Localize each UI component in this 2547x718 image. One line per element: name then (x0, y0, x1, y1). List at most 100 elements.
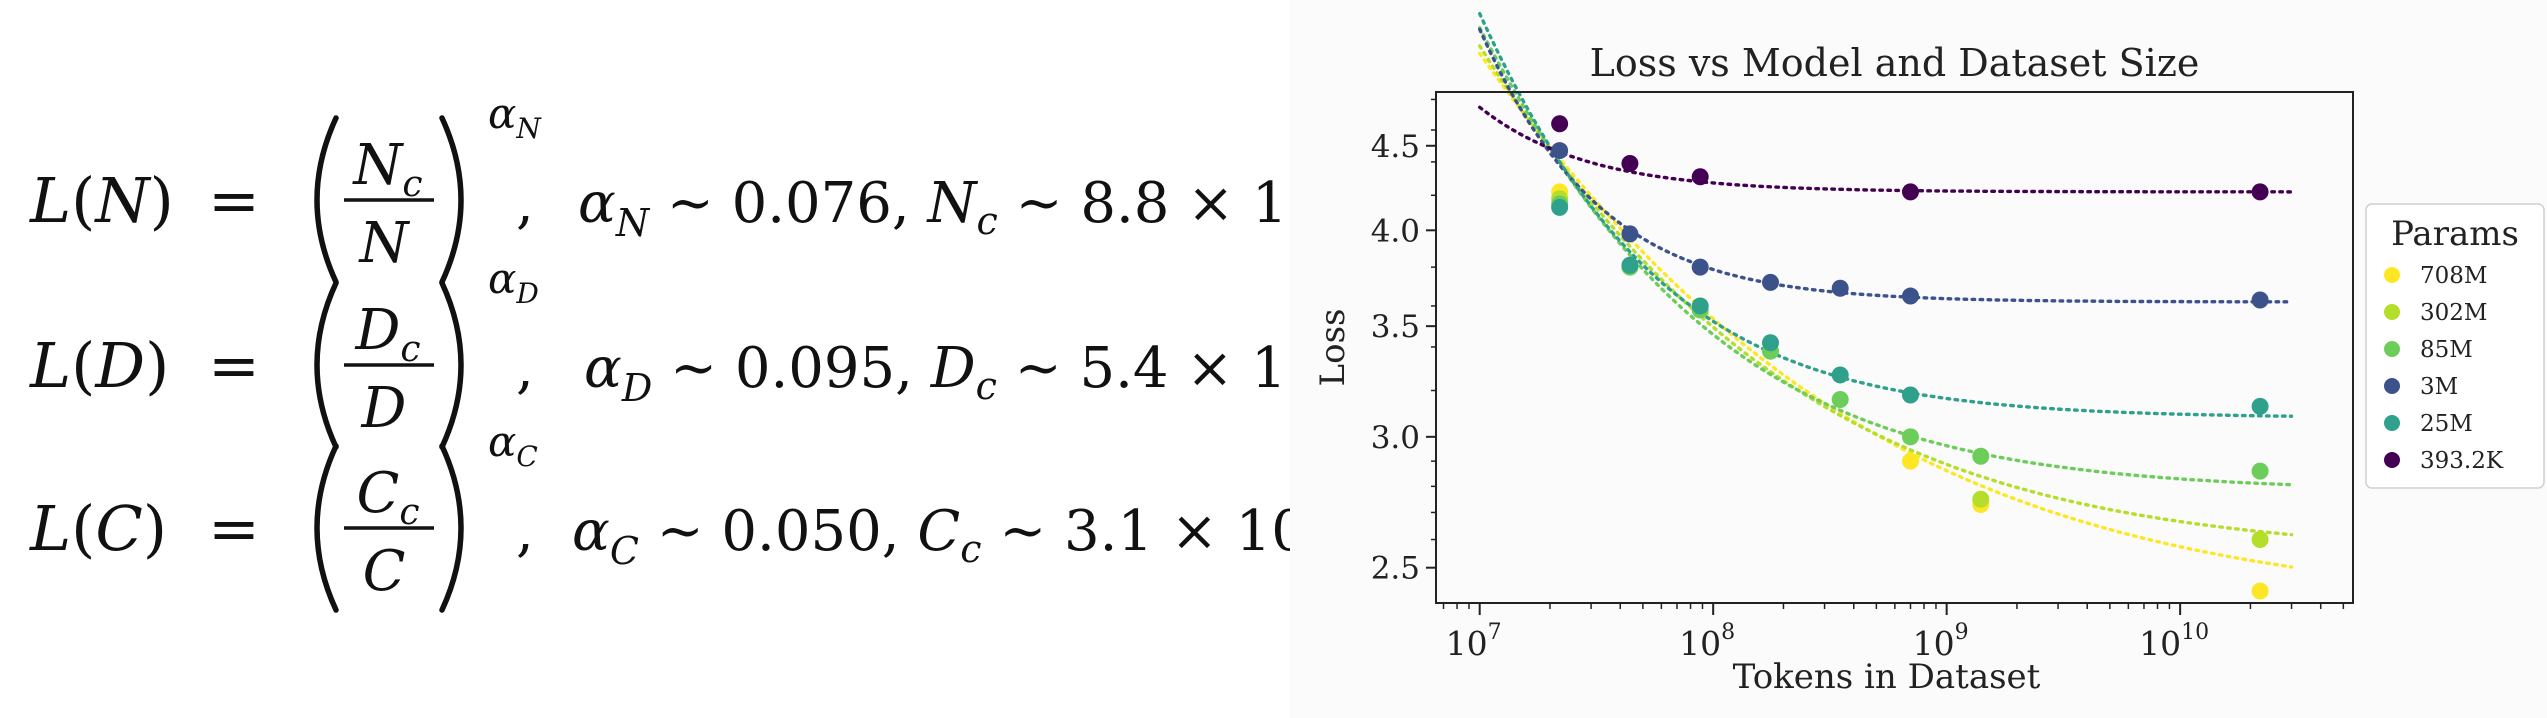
alpha-subscript: C (610, 529, 639, 573)
point-393.2K (1551, 115, 1569, 133)
fit-curve-302M (1478, 44, 2294, 537)
fit-curve-3M (1478, 27, 2294, 304)
point-25M (1621, 256, 1639, 274)
lhs-argument: N (93, 164, 152, 237)
alpha-symbol: α (578, 171, 616, 236)
chart-title: Loss vs Model and Dataset Size (1590, 41, 2200, 85)
alpha-value: ~ 0.076, (649, 171, 927, 236)
fraction-denominator: C (363, 539, 406, 604)
constant-subscript: c (976, 364, 997, 408)
fit-curve-393.2K (1478, 105, 2294, 194)
point-25M (1761, 334, 1779, 352)
fraction-numerator: Cc (356, 461, 419, 533)
fit-curve-708M (1478, 51, 2294, 569)
point-393.2K (1901, 183, 1919, 201)
fit-parameters: αD ~ 0.095, Dc ~ 5.4 × 1013 (584, 326, 1290, 410)
comma: , (516, 499, 534, 564)
right-paren (439, 280, 464, 450)
fit-curve-85M (1478, 26, 2294, 487)
exponent-base: α (488, 89, 516, 138)
alpha-value: ~ 0.050, (639, 499, 917, 564)
lhs-function: L (29, 329, 71, 402)
fraction-numerator: Nc (351, 133, 422, 205)
equals-sign: = (208, 329, 260, 402)
legend-marker-85M (2384, 341, 2400, 357)
left-paren (314, 115, 339, 285)
legend-label-393.2K: 393.2K (2420, 448, 2504, 474)
legend-label-302M: 302M (2420, 300, 2487, 326)
loss-chart: Loss vs Model and Dataset Size 2.5 3.0 3.5 4… (1290, 0, 2547, 718)
legend-label-85M: 85M (2420, 337, 2473, 363)
numerator-subscript: c (399, 492, 419, 533)
point-302M (1972, 490, 1990, 508)
point-85M (1901, 428, 1919, 446)
point-3M (2251, 291, 2269, 309)
alpha-symbol: α (572, 499, 610, 564)
point-85M (2251, 462, 2269, 480)
exponent-subscript: D (515, 277, 538, 310)
equation-lhs: L(C) (29, 492, 167, 565)
constant-symbol: N (926, 171, 979, 236)
constant-value: ~ 3.1 × 10 (982, 499, 1290, 564)
point-708M (2251, 582, 2269, 600)
exponent: αC (488, 417, 538, 473)
data-points (1551, 115, 2269, 600)
x-tick-base: 10 (2139, 624, 2181, 663)
x-tick-exponent: 9 (1955, 620, 1969, 645)
point-3M (1621, 225, 1639, 243)
point-85M (1972, 447, 1990, 465)
legend-marker-708M (2384, 267, 2400, 283)
constant-subscript: c (960, 527, 981, 571)
x-tick-exponent: 8 (1721, 620, 1735, 645)
alpha-subscript: N (615, 201, 651, 245)
x-tick-exponent: 7 (1488, 620, 1502, 645)
point-3M (1761, 273, 1779, 291)
left-paren (314, 443, 339, 613)
legend-marker-302M (2384, 304, 2400, 320)
constant-subscript: c (977, 199, 998, 243)
y-tick-label: 4.5 (1371, 129, 1420, 165)
constant-value: ~ 5.4 × 10 (997, 336, 1290, 401)
equation-lhs: L(D) (29, 329, 169, 402)
alpha-value: ~ 0.095, (652, 336, 930, 401)
equals-sign: = (208, 492, 260, 565)
constant-value: ~ 8.8 × 10 (998, 171, 1290, 236)
y-axis-label: Loss (1313, 309, 1353, 387)
x-tick-label: 108 (1679, 620, 1735, 663)
y-tick-label: 3.5 (1371, 309, 1420, 345)
point-85M (1831, 391, 1849, 409)
exponent: αD (488, 254, 539, 310)
x-axis-label: Tokens in Dataset (1733, 657, 2041, 697)
right-paren (439, 443, 464, 613)
fit-parameters: αN ~ 0.076, Nc ~ 8.8 × 1013 (578, 161, 1290, 245)
point-3M (1831, 279, 1849, 297)
fit-curve-25M (1478, 12, 2294, 418)
numerator-base: D (354, 298, 400, 363)
fraction-denominator: N (358, 211, 411, 276)
legend-title: Params (2391, 214, 2519, 254)
point-25M (1691, 297, 1709, 315)
y-tick-label: 2.5 (1371, 551, 1420, 587)
point-393.2K (1621, 155, 1639, 173)
x-tick-base: 10 (1913, 624, 1955, 663)
point-25M (1901, 386, 1919, 404)
legend: Params 708M 302M 85M 3M 25M 393.2K (2365, 203, 2545, 489)
lhs-function: L (29, 492, 71, 565)
lhs-function: L (29, 164, 71, 237)
alpha-subscript: D (621, 366, 652, 410)
lhs-argument: C (95, 492, 142, 565)
legend-label-708M: 708M (2420, 263, 2487, 289)
constant-symbol: C (917, 499, 960, 564)
x-tick-exponent: 10 (2181, 620, 2209, 645)
legend-marker-3M (2384, 378, 2400, 394)
comma: , (516, 171, 534, 236)
numerator-base: N (351, 133, 404, 198)
fraction-numerator: Dc (354, 298, 420, 370)
constant-symbol: D (930, 336, 976, 401)
legend-label-25M: 25M (2420, 411, 2473, 437)
point-25M (1831, 366, 1849, 384)
equation-lhs: L(N) (29, 164, 174, 237)
